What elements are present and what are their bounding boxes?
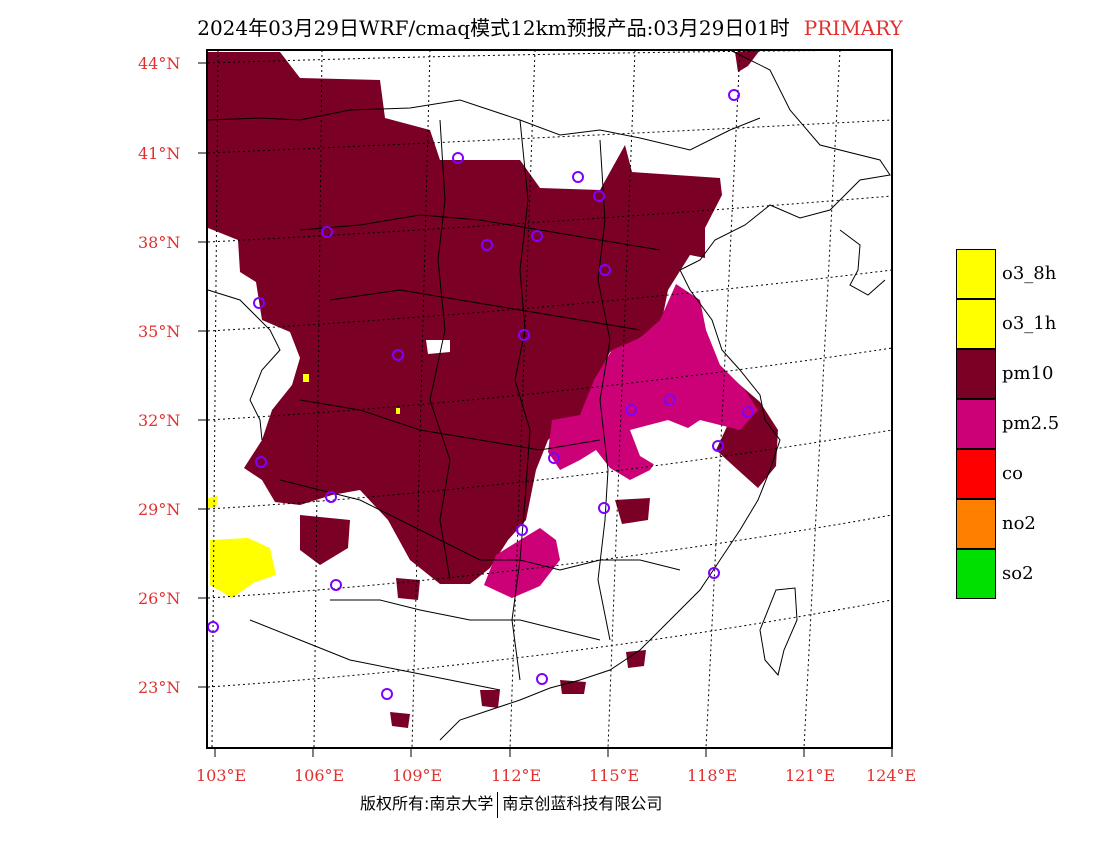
pm10-region xyxy=(300,498,650,728)
clean-area xyxy=(426,340,698,468)
primary-pollutant-label: PRIMARY xyxy=(803,16,903,40)
lon-label-124: 124°E xyxy=(866,766,917,785)
legend-swatch xyxy=(956,299,996,349)
o3-region xyxy=(396,408,400,414)
lon-label-115: 115°E xyxy=(589,766,640,785)
pm25-region xyxy=(484,528,560,598)
legend-label: o3_1h xyxy=(1002,313,1057,334)
legend-label: co xyxy=(1002,463,1023,484)
o3-region xyxy=(208,496,276,598)
map-frame xyxy=(206,49,893,749)
lon-label-103: 103°E xyxy=(196,766,247,785)
lat-label-23: 23°N xyxy=(138,678,181,697)
lon-label-106: 106°E xyxy=(294,766,345,785)
lon-label-118: 118°E xyxy=(687,766,738,785)
footer-divider xyxy=(497,791,499,818)
legend-swatch xyxy=(956,549,996,599)
coastline xyxy=(207,49,891,741)
station-markers xyxy=(207,89,754,700)
lat-label-35: 35°N xyxy=(138,322,181,341)
legend-label: o3_8h xyxy=(1002,263,1057,284)
pm10-region xyxy=(735,50,760,72)
graticule xyxy=(207,49,893,749)
lat-label-41: 41°N xyxy=(138,144,181,163)
lat-label-32: 32°N xyxy=(138,411,181,430)
legend-swatch xyxy=(956,249,996,299)
legend-label: so2 xyxy=(1002,563,1034,584)
lat-label-38: 38°N xyxy=(138,233,181,252)
title-text: 2024年03月29日WRF/cmaq模式12km预报产品:03月29日01时 xyxy=(197,16,790,40)
legend-swatch xyxy=(956,399,996,449)
legend-swatch xyxy=(956,449,996,499)
copyright-right: 南京创蓝科技有限公司 xyxy=(502,794,663,813)
lon-label-112: 112°E xyxy=(491,766,542,785)
pm10-region xyxy=(208,52,722,584)
legend-swatch xyxy=(956,499,996,549)
axis-ticks xyxy=(198,62,893,757)
legend-label: pm2.5 xyxy=(1002,413,1060,434)
legend-label: no2 xyxy=(1002,513,1036,534)
lon-label-109: 109°E xyxy=(392,766,443,785)
o3-region xyxy=(303,374,309,382)
lat-label-29: 29°N xyxy=(138,500,181,519)
legend-label: pm10 xyxy=(1002,363,1054,384)
lon-label-121: 121°E xyxy=(785,766,836,785)
legend-swatch xyxy=(956,349,996,399)
pm25-region xyxy=(548,284,758,480)
lat-label-26: 26°N xyxy=(138,589,181,608)
map-title: 2024年03月29日WRF/cmaq模式12km预报产品:03月29日01时 P… xyxy=(0,12,1100,41)
copyright-footer: 版权所有:南京大学 南京创蓝科技有限公司 xyxy=(360,790,662,818)
copyright-left: 版权所有:南京大学 xyxy=(360,794,494,813)
lat-label-44: 44°N xyxy=(138,54,181,73)
